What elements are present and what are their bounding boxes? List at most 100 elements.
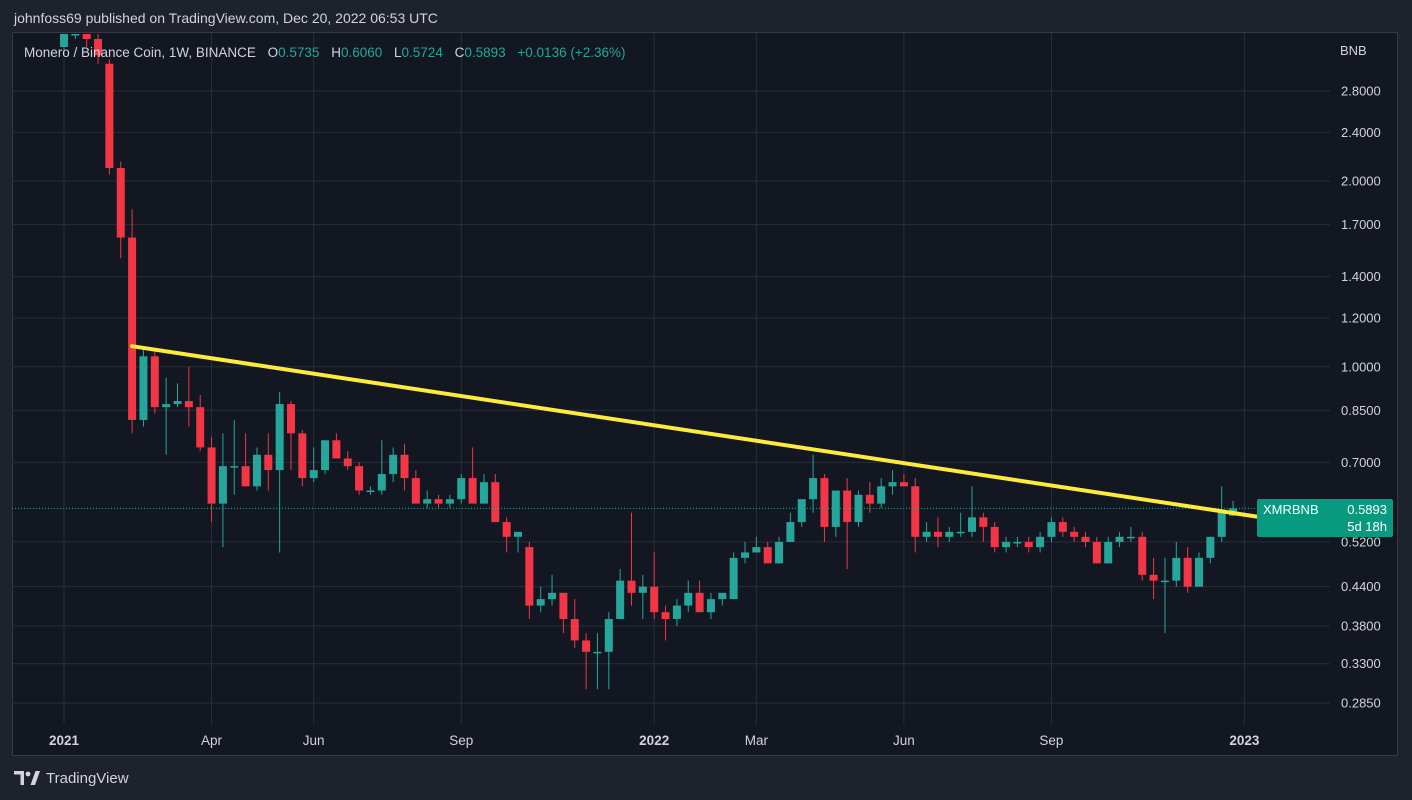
candle[interactable] [1047, 517, 1056, 542]
candle[interactable] [786, 512, 795, 542]
candle[interactable] [1002, 536, 1011, 553]
candle[interactable] [116, 161, 125, 259]
candle[interactable] [94, 34, 103, 64]
candle[interactable] [173, 383, 182, 408]
candle[interactable] [809, 454, 818, 513]
candle[interactable] [366, 486, 375, 495]
candle[interactable] [729, 552, 738, 600]
candle[interactable] [741, 541, 749, 564]
candle[interactable] [502, 517, 511, 553]
candle[interactable] [184, 366, 193, 427]
candle[interactable] [264, 433, 273, 491]
candle[interactable] [1172, 541, 1181, 587]
candle[interactable] [423, 490, 432, 509]
candle[interactable] [218, 433, 227, 548]
candle[interactable] [355, 462, 364, 495]
candle[interactable] [491, 474, 500, 523]
candle[interactable] [638, 574, 647, 619]
candle[interactable] [298, 429, 307, 487]
candle[interactable] [60, 34, 68, 56]
candle[interactable] [1081, 531, 1090, 548]
candle[interactable] [661, 605, 670, 641]
candle[interactable] [321, 440, 330, 475]
candle[interactable] [570, 599, 579, 648]
candle[interactable] [843, 478, 852, 570]
candle[interactable] [820, 474, 829, 542]
candle[interactable] [650, 552, 659, 619]
candle[interactable] [1206, 536, 1215, 564]
candle[interactable] [1126, 526, 1135, 542]
candle[interactable] [1013, 536, 1022, 548]
candle[interactable] [695, 580, 704, 613]
candle[interactable] [411, 470, 420, 504]
candle[interactable] [128, 209, 137, 434]
candle[interactable] [1058, 517, 1067, 537]
candle[interactable] [616, 569, 625, 619]
candle[interactable] [105, 59, 114, 175]
candle[interactable] [1070, 526, 1079, 542]
candle[interactable] [196, 395, 205, 452]
candle[interactable] [1115, 531, 1124, 548]
candle[interactable] [922, 522, 931, 542]
candle[interactable] [604, 612, 613, 690]
candle[interactable] [672, 599, 681, 626]
candle[interactable] [525, 541, 534, 619]
candle[interactable] [1036, 531, 1045, 553]
candle[interactable] [956, 512, 965, 537]
candle[interactable] [945, 526, 954, 542]
candle[interactable] [627, 512, 636, 606]
candle[interactable] [389, 447, 398, 483]
candle[interactable] [536, 586, 545, 613]
candle[interactable] [434, 494, 443, 509]
candle[interactable] [479, 474, 488, 504]
candle[interactable] [582, 633, 591, 690]
candle[interactable] [968, 486, 976, 537]
candle[interactable] [684, 580, 693, 613]
candle[interactable] [1149, 557, 1158, 600]
candle[interactable] [911, 478, 920, 553]
candle[interactable] [990, 522, 999, 553]
candle[interactable] [241, 433, 250, 487]
candle[interactable] [831, 490, 840, 537]
candle[interactable] [979, 512, 988, 542]
candle[interactable] [559, 592, 568, 634]
candle[interactable] [457, 474, 466, 504]
candle[interactable] [514, 531, 522, 553]
candle[interactable] [82, 34, 91, 47]
candle[interactable] [1024, 536, 1033, 553]
candle[interactable] [71, 34, 80, 39]
candle[interactable] [252, 447, 261, 491]
candle[interactable] [162, 377, 171, 455]
candle[interactable] [865, 482, 874, 513]
candle[interactable] [899, 474, 908, 487]
candle[interactable] [377, 440, 386, 495]
candle[interactable] [1217, 486, 1226, 542]
candle[interactable] [287, 401, 295, 471]
candle[interactable] [400, 443, 409, 491]
candle[interactable] [877, 478, 886, 509]
candle[interactable] [1183, 547, 1192, 593]
candle[interactable] [468, 447, 477, 504]
candle[interactable] [309, 447, 318, 483]
candle[interactable] [775, 536, 784, 564]
candle[interactable] [706, 592, 715, 619]
candle[interactable] [1195, 552, 1203, 587]
candle[interactable] [1104, 536, 1113, 564]
candle[interactable] [207, 436, 216, 523]
tradingview-brand[interactable]: TradingView [14, 768, 129, 788]
candle[interactable] [150, 351, 159, 414]
candle[interactable] [752, 536, 761, 553]
candle[interactable] [888, 470, 897, 495]
candle[interactable] [343, 451, 352, 471]
candle[interactable] [763, 541, 772, 564]
candle[interactable] [1138, 531, 1147, 581]
candle[interactable] [1160, 557, 1169, 634]
candle[interactable] [445, 494, 454, 509]
trendline[interactable] [130, 344, 1264, 520]
candle[interactable] [1092, 536, 1101, 564]
candle[interactable] [593, 633, 602, 690]
candle[interactable] [933, 517, 942, 548]
candle[interactable] [718, 592, 727, 606]
candle[interactable] [230, 419, 239, 495]
